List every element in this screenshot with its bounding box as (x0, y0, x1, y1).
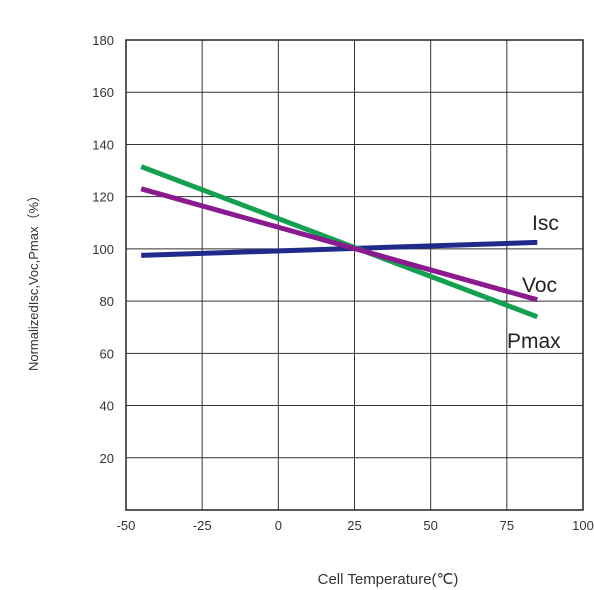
y-tick-label: 100 (92, 242, 114, 257)
y-axis-label: NormalizedIsc,Voc,Pmax（%） (26, 189, 41, 371)
grid (125, 39, 584, 510)
y-tick-labels: 20 40 60 80 100 120 140 160 180 (92, 33, 114, 466)
series-line-pmax (140, 164, 539, 320)
x-tick-label: -50 (117, 518, 136, 533)
plot-frame (125, 39, 584, 511)
series-line-voc (140, 186, 538, 303)
y-tick-label: 80 (100, 294, 114, 309)
y-tick-label: 180 (92, 33, 114, 48)
x-tick-label: 75 (500, 518, 514, 533)
y-tick-label: 120 (92, 190, 114, 205)
x-tick-labels: -50 -25 0 25 50 75 100 (117, 518, 594, 533)
y-tick-label: 160 (92, 85, 114, 100)
series-labels: Isc Voc Pmax (507, 212, 561, 353)
y-tick-label: 60 (100, 346, 114, 361)
x-tick-label: 0 (275, 518, 282, 533)
x-axis-label: Cell Temperature(℃) (318, 571, 459, 588)
series-line-isc (141, 239, 538, 258)
y-tick-label: 140 (92, 137, 114, 152)
x-tick-label: 25 (347, 518, 361, 533)
series-label-isc: Isc (532, 212, 559, 235)
series-label-pmax: Pmax (507, 330, 561, 353)
cut-off-title-strip (60, 0, 594, 8)
x-tick-label: 50 (423, 518, 437, 533)
y-tick-label: 20 (100, 451, 114, 466)
series-label-voc: Voc (522, 274, 557, 297)
y-tick-label: 40 (100, 399, 114, 414)
x-tick-label: 100 (572, 518, 594, 533)
x-tick-label: -25 (193, 518, 212, 533)
series-lines (140, 164, 539, 320)
